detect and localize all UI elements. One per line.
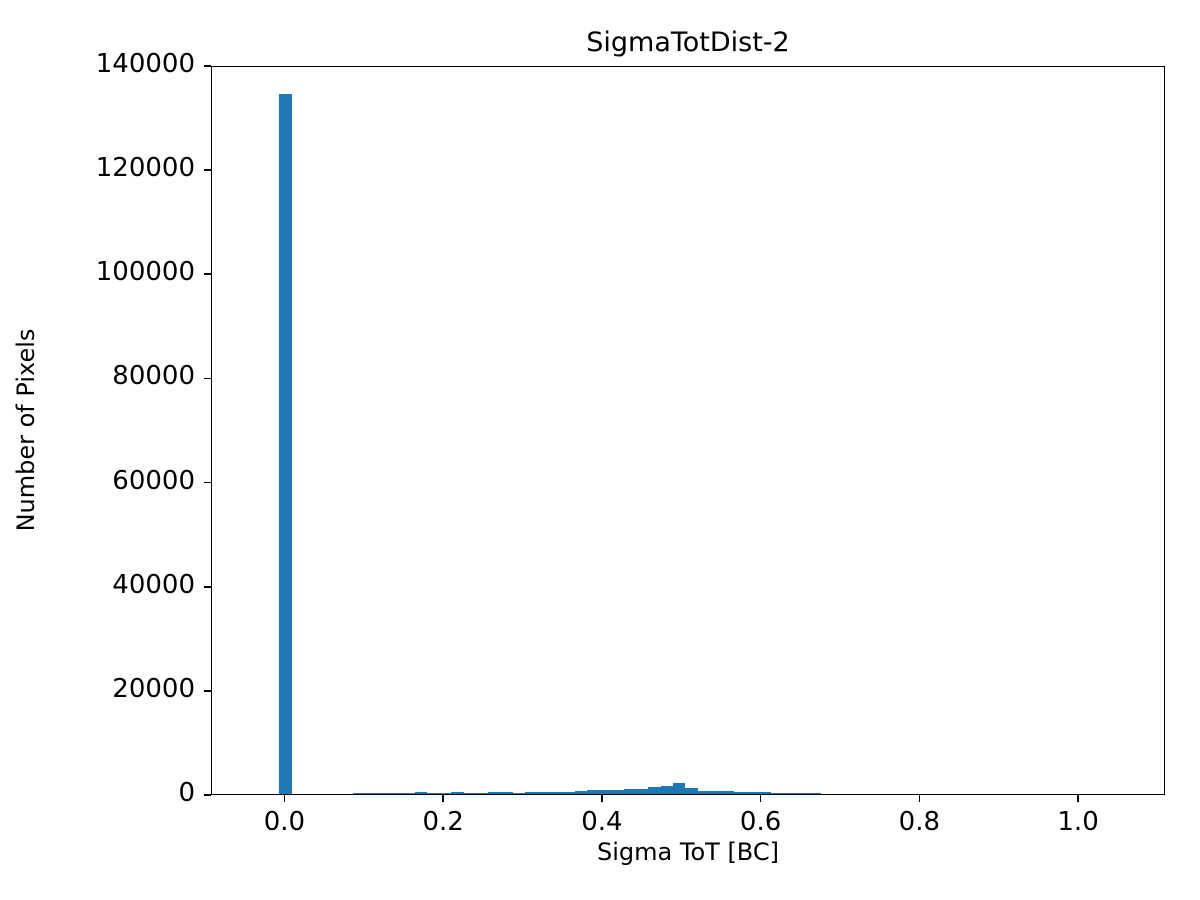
histogram-bar bbox=[660, 785, 673, 794]
x-axis-tick-mark bbox=[283, 795, 286, 802]
y-axis-tick-label: 0 bbox=[178, 778, 195, 808]
histogram-bar bbox=[709, 791, 723, 794]
histogram-bar bbox=[697, 790, 710, 794]
x-axis-tick-mark bbox=[918, 795, 921, 802]
y-axis-tick-mark bbox=[204, 273, 211, 276]
histogram-bar bbox=[525, 791, 538, 794]
histogram-bar bbox=[685, 788, 698, 794]
histogram-bar bbox=[353, 792, 366, 794]
x-axis-tick-label: 0.4 bbox=[581, 807, 623, 837]
histogram-bar bbox=[648, 786, 661, 794]
y-axis-tick-mark bbox=[204, 65, 211, 67]
histogram-bar bbox=[722, 791, 735, 794]
histogram-bar bbox=[734, 791, 747, 794]
x-axis-tick-mark bbox=[1077, 795, 1079, 802]
histogram-bar bbox=[771, 792, 784, 794]
plot-area bbox=[211, 66, 1165, 795]
histogram-bar bbox=[414, 792, 427, 794]
histogram-bar bbox=[599, 790, 612, 794]
histogram-bar bbox=[377, 792, 390, 794]
histogram-bar bbox=[746, 792, 760, 794]
y-axis-tick-mark bbox=[204, 169, 211, 171]
histogram-bar bbox=[488, 792, 501, 794]
y-axis-tick-mark bbox=[204, 585, 211, 588]
histogram-bar bbox=[759, 792, 772, 794]
x-axis-label: Sigma ToT [BC] bbox=[597, 838, 779, 866]
histogram-bar bbox=[623, 789, 637, 794]
y-axis-tick-mark bbox=[204, 481, 211, 484]
y-axis-tick-label: 60000 bbox=[112, 465, 195, 496]
histogram-bar bbox=[389, 792, 403, 794]
histogram-bar bbox=[586, 790, 600, 794]
histogram-bar bbox=[463, 792, 477, 794]
histogram-bar bbox=[476, 792, 489, 794]
histogram-bar bbox=[795, 792, 809, 794]
y-axis-tick-mark bbox=[204, 377, 211, 380]
y-axis-tick-label: 40000 bbox=[112, 569, 195, 600]
y-axis-tick-label: 140000 bbox=[95, 49, 195, 79]
histogram-bars bbox=[212, 67, 1164, 794]
y-axis-tick-label: 100000 bbox=[95, 257, 195, 288]
histogram-bar bbox=[672, 783, 686, 794]
histogram-bar bbox=[562, 791, 575, 794]
histogram-bar bbox=[808, 792, 821, 794]
x-axis-tick-mark bbox=[601, 795, 603, 802]
y-axis-tick-label: 120000 bbox=[95, 153, 195, 184]
x-axis-tick-mark bbox=[442, 795, 444, 802]
histogram-bar bbox=[402, 792, 415, 794]
y-axis-tick-mark bbox=[204, 794, 211, 796]
histogram-bar bbox=[537, 791, 550, 794]
y-axis-tick-mark bbox=[204, 690, 211, 692]
histogram-bar bbox=[439, 792, 452, 794]
histogram-bar bbox=[279, 93, 292, 794]
y-axis-tick-label: 20000 bbox=[112, 673, 195, 704]
histogram-bar bbox=[549, 791, 563, 794]
histogram-bar bbox=[513, 792, 526, 794]
x-axis-tick-label: 0.0 bbox=[263, 807, 306, 837]
x-axis-tick-label: 0.2 bbox=[422, 807, 464, 837]
x-axis-tick-label: 0.6 bbox=[739, 807, 782, 837]
y-axis-tick-label: 80000 bbox=[112, 361, 195, 392]
y-axis-label: Number of Pixels bbox=[12, 328, 40, 532]
histogram-bar bbox=[611, 789, 624, 794]
histogram-bar bbox=[426, 792, 440, 794]
histogram-bar bbox=[783, 792, 796, 794]
chart-title: SigmaTotDist-2 bbox=[586, 27, 790, 58]
x-axis-tick-mark bbox=[759, 795, 762, 802]
histogram-bar bbox=[500, 792, 513, 794]
histogram-bar bbox=[574, 790, 587, 794]
histogram-bar bbox=[451, 792, 464, 794]
histogram-bar bbox=[365, 792, 378, 794]
histogram-bar bbox=[636, 788, 649, 794]
x-axis-tick-label: 0.8 bbox=[898, 807, 941, 837]
x-axis-tick-label: 1.0 bbox=[1057, 807, 1099, 837]
